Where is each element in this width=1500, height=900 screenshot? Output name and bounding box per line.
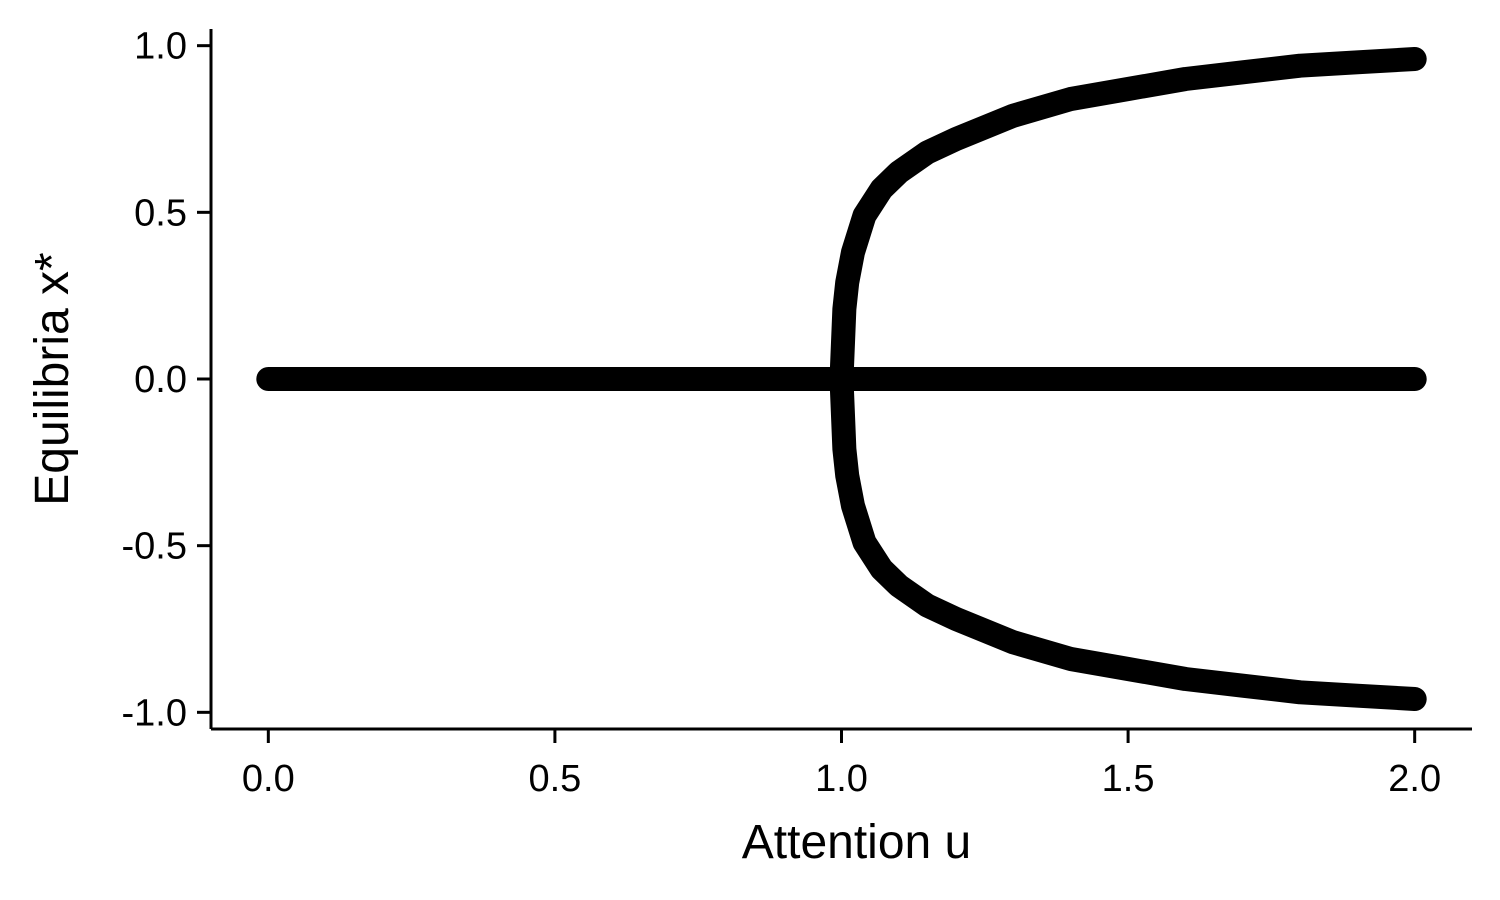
series-3-path xyxy=(829,367,1427,711)
x-tick-label: 0.5 xyxy=(528,758,581,800)
x-tick-label: 1.0 xyxy=(815,758,868,800)
series-2-path xyxy=(829,47,1427,391)
x-axis-title: Attention u xyxy=(742,816,972,869)
y-axis-ticks: 1.0 0.5 0.0 -0.5 -1.0 xyxy=(122,26,211,734)
x-axis-ticks: 0.0 0.5 1.0 1.5 2.0 xyxy=(242,729,1441,800)
series-layer xyxy=(256,47,1427,711)
y-tick-label: -1.0 xyxy=(122,692,187,734)
y-tick-label: 1.0 xyxy=(134,26,187,68)
x-tick-label: 0.0 xyxy=(242,758,295,800)
x-tick-label: 2.0 xyxy=(1388,758,1441,800)
x-tick-label: 1.5 xyxy=(1102,758,1155,800)
y-tick-label: 0.5 xyxy=(134,192,187,234)
y-tick-label: 0.0 xyxy=(134,359,187,401)
y-axis-title: Equilibria x* xyxy=(26,252,79,505)
y-tick-label: -0.5 xyxy=(122,526,187,568)
